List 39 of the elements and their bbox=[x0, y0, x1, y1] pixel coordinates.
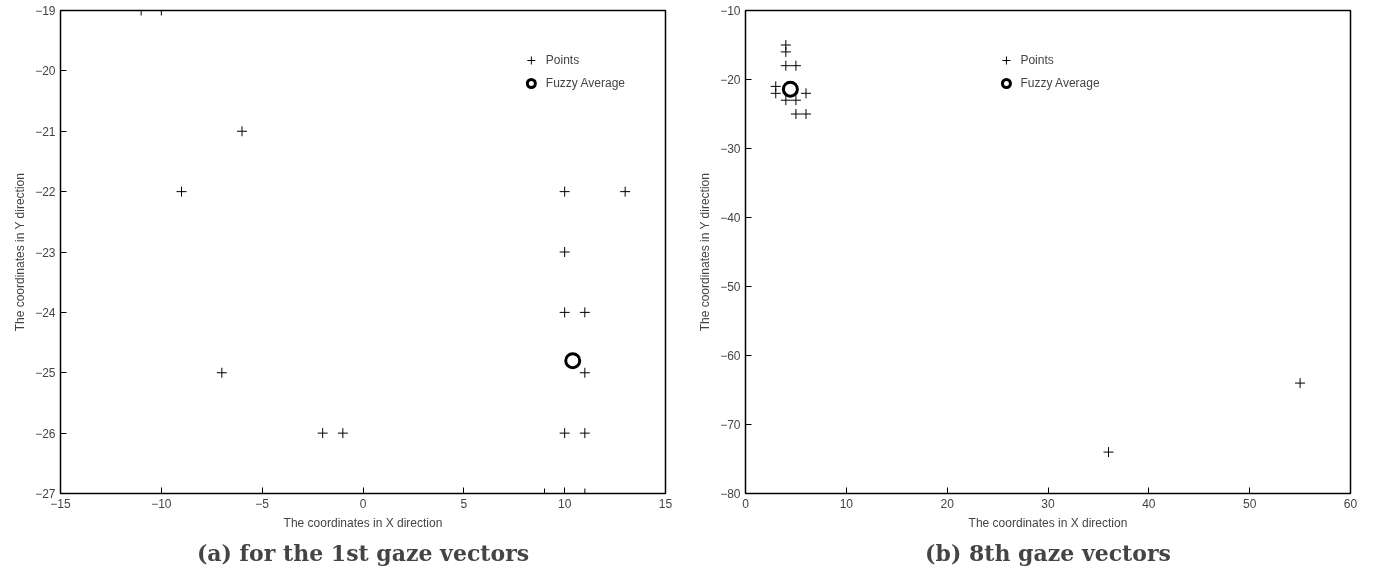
y-tick-label: −60 bbox=[720, 349, 741, 363]
legend-label: Points bbox=[545, 53, 580, 67]
y-tick-label: −20 bbox=[720, 73, 741, 87]
y-tick-label: −21 bbox=[35, 124, 56, 139]
y-tick-label: −26 bbox=[35, 426, 56, 441]
x-tick-label: 50 bbox=[1242, 496, 1257, 511]
text: (a) for the 1st gaze vectors bbox=[196, 539, 530, 566]
y-tick-label: −30 bbox=[720, 142, 741, 156]
y-tick-label: −40 bbox=[720, 211, 741, 225]
y-tick-label: −23 bbox=[35, 245, 56, 260]
legend-label: Points bbox=[1020, 53, 1054, 67]
x-tick-label: 0 bbox=[359, 496, 367, 511]
y-tick-label: −25 bbox=[35, 366, 56, 381]
x-axis-title: The coordinates in X direction bbox=[968, 515, 1128, 530]
y-tick-label: −19 bbox=[35, 4, 56, 18]
y-axis-title: The coordinates in Y direction bbox=[13, 173, 28, 332]
y-tick-label: −20 bbox=[35, 64, 56, 79]
x-axis-title: The coordinates in X direction bbox=[283, 515, 443, 530]
x-tick-label: 20 bbox=[940, 496, 955, 511]
x-tick-label: 60 bbox=[1343, 496, 1358, 511]
legend-label: Fuzzy Average bbox=[1020, 76, 1100, 90]
x-tick-label: 0 bbox=[742, 496, 750, 511]
y-tick-label: −80 bbox=[720, 487, 741, 501]
legend-label: Fuzzy Average bbox=[545, 76, 625, 90]
x-tick-label: 30 bbox=[1041, 496, 1055, 511]
y-tick-label: −10 bbox=[720, 4, 741, 18]
y-axis-title: The coordinates in Y direction bbox=[698, 173, 713, 332]
y-tick-label: −70 bbox=[720, 418, 741, 432]
x-tick-label: −10 bbox=[151, 496, 172, 511]
text: (b) 8th gaze vectors bbox=[925, 539, 1171, 566]
y-tick-label: −50 bbox=[720, 280, 741, 294]
x-tick-label: 10 bbox=[557, 496, 572, 511]
x-tick-label: 15 bbox=[658, 496, 673, 511]
x-tick-label: 40 bbox=[1142, 496, 1156, 511]
x-tick-label: 10 bbox=[839, 496, 854, 511]
x-tick-label: 5 bbox=[460, 496, 468, 511]
y-tick-label: −24 bbox=[35, 305, 56, 320]
x-tick-label: −5 bbox=[255, 496, 270, 511]
y-tick-label: −22 bbox=[35, 185, 56, 200]
